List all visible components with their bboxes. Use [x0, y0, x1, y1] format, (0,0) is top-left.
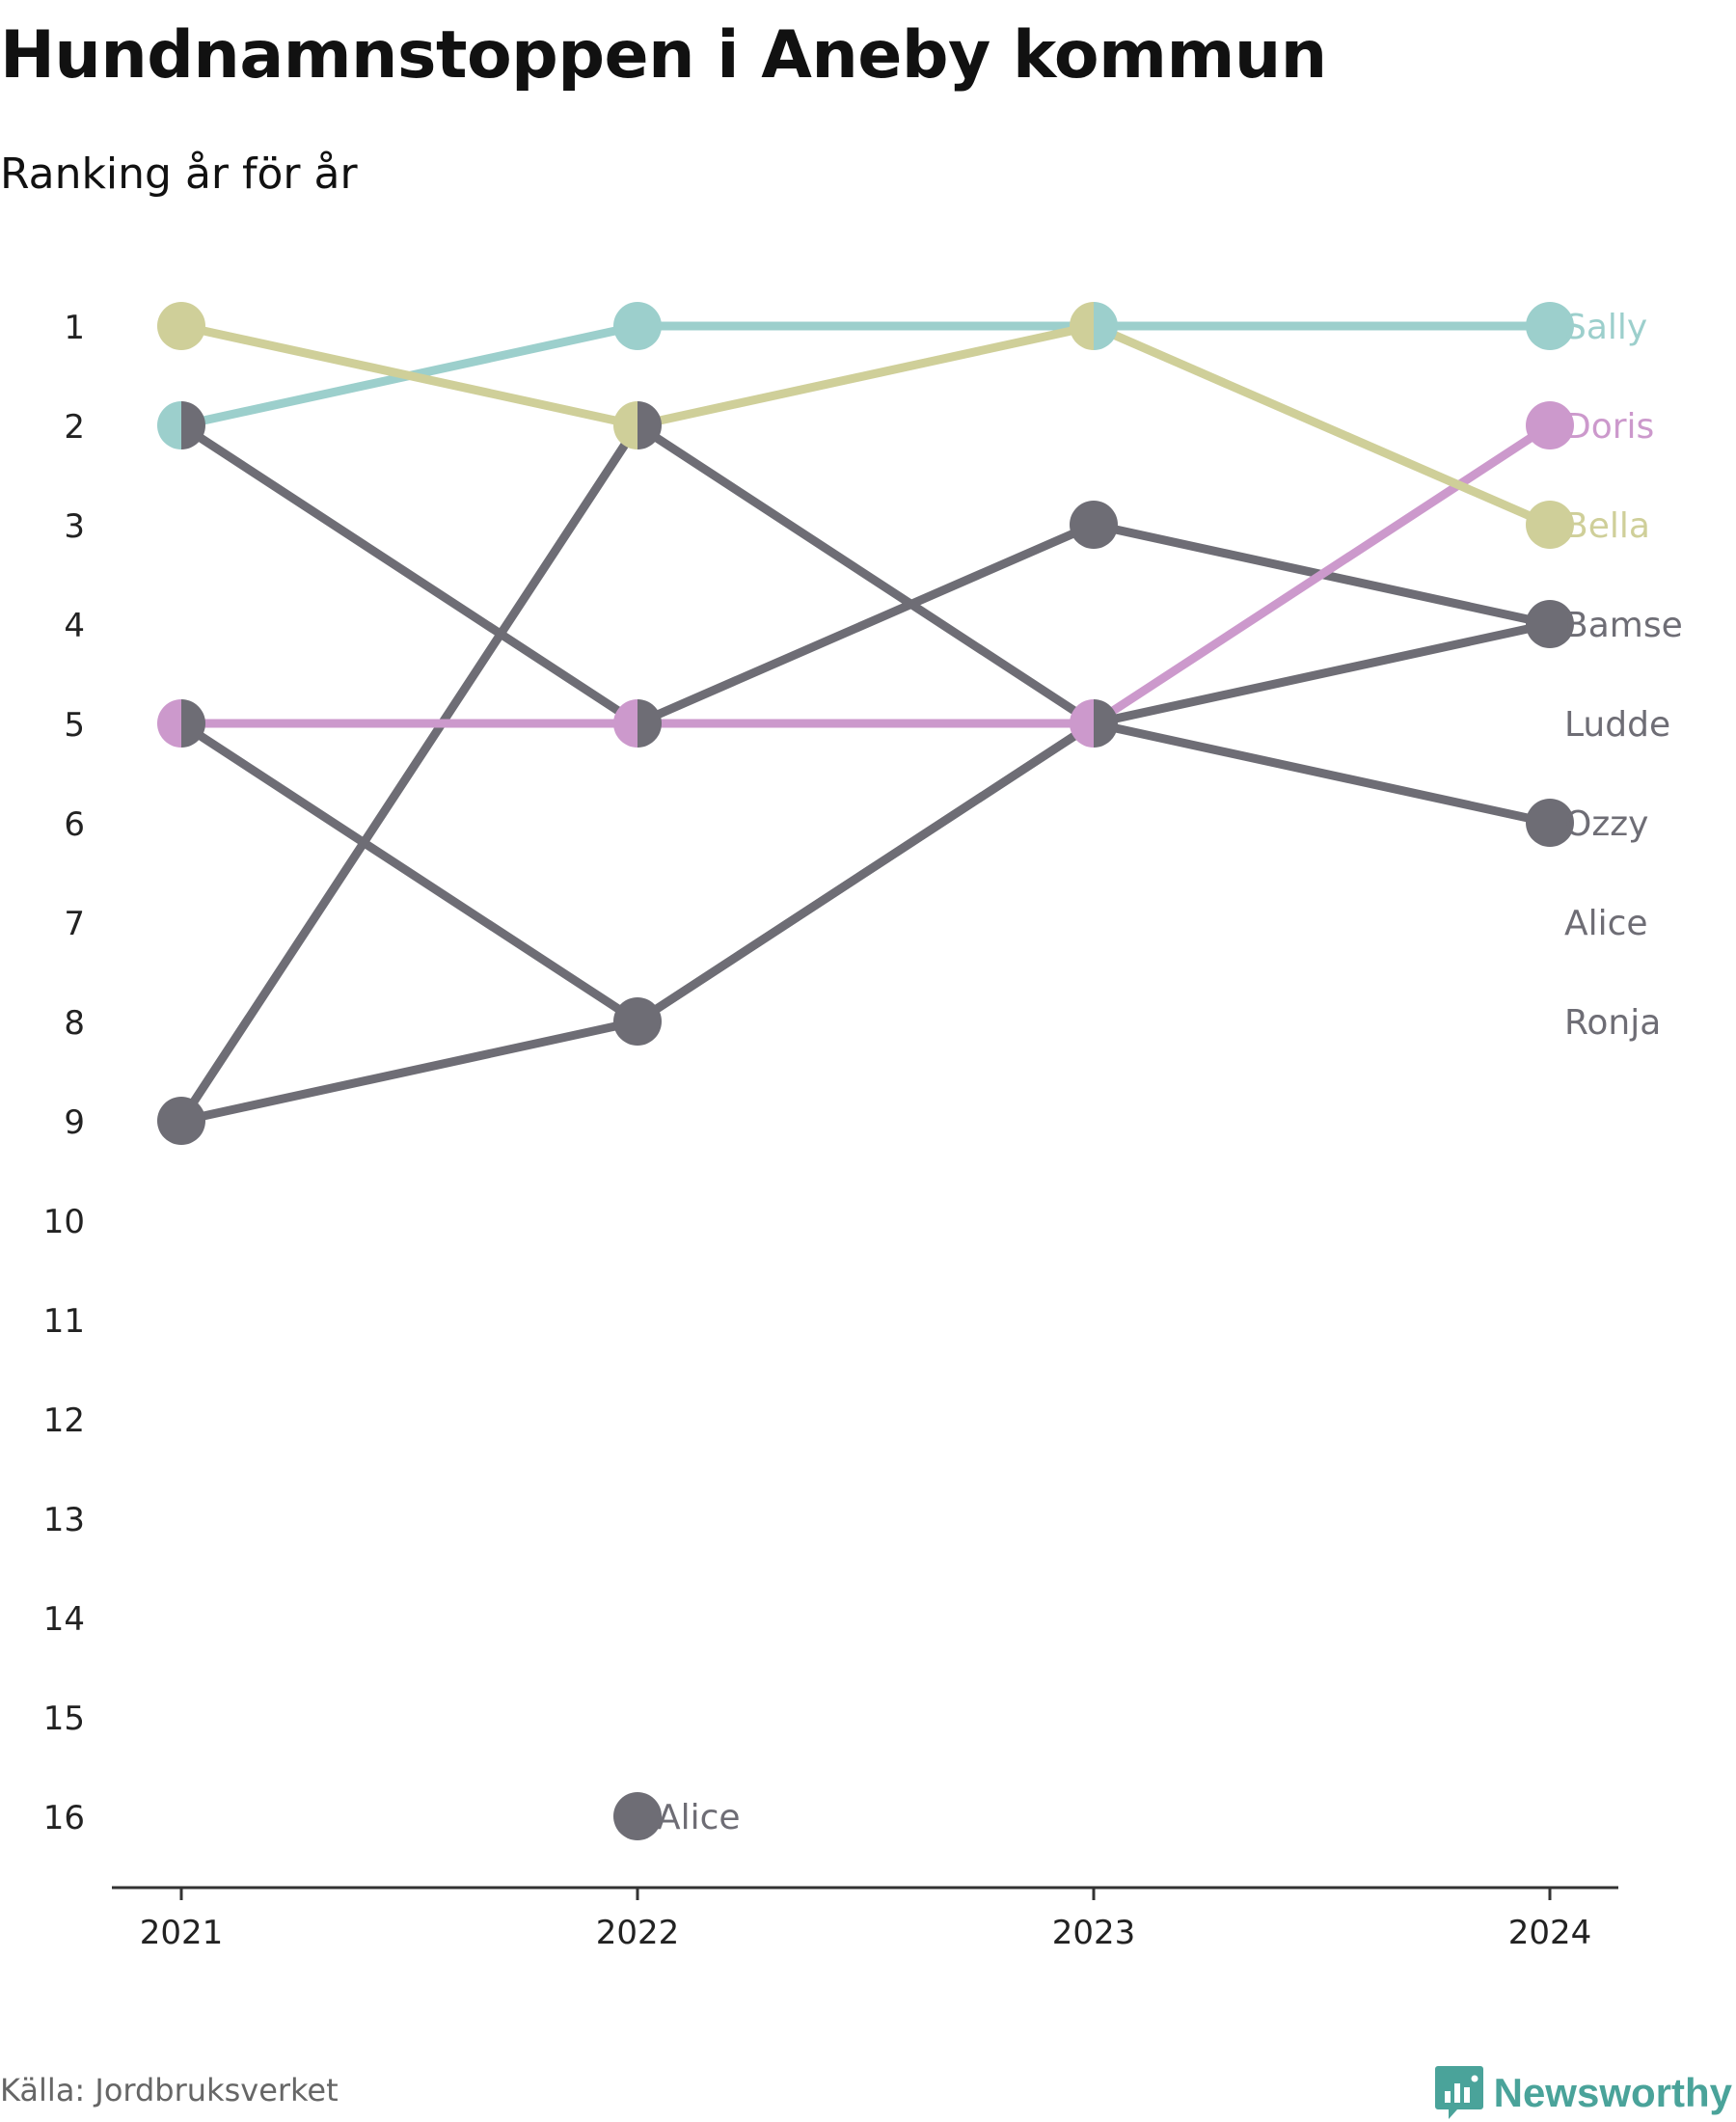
- series-line-ozzy: [176, 719, 1555, 1026]
- point-bella: [157, 302, 205, 350]
- y-tick-label: 1: [64, 309, 85, 347]
- end-label-bella: Bella: [1564, 506, 1650, 546]
- y-tick-label: 15: [43, 1700, 85, 1738]
- y-tick-label: 11: [43, 1302, 85, 1341]
- x-tick-label: 2023: [1052, 1914, 1136, 1952]
- point-ozzy: [181, 699, 205, 748]
- point-bamse: [1526, 600, 1550, 648]
- bar-chart-speech-bubble-icon: [1434, 2066, 1483, 2119]
- end-label-ozzy: Ozzy: [1564, 804, 1648, 844]
- point-sally: [613, 302, 662, 350]
- y-tick-label: 14: [43, 1600, 85, 1639]
- y-tick-label: 8: [64, 1004, 85, 1043]
- point-ludde: [637, 699, 662, 748]
- point-doris: [1526, 401, 1574, 449]
- y-tick-label: 7: [64, 905, 85, 943]
- end-label-ronja: Ronja: [1564, 1003, 1661, 1043]
- point-sally: [157, 401, 181, 449]
- point-label-alice: Alice: [657, 1798, 741, 1837]
- series-line-doris: [176, 421, 1555, 728]
- point-bamse: [613, 997, 637, 1046]
- point-ronja: [637, 401, 662, 449]
- end-label-bamse: Bamse: [1564, 606, 1683, 645]
- brand-logo: Newsworthy: [1434, 2064, 1732, 2122]
- series-lines: [176, 321, 1555, 1126]
- brand-name: Newsworthy: [1493, 2070, 1732, 2115]
- y-tick-label: 2: [64, 408, 85, 447]
- point-bamse: [181, 1097, 205, 1145]
- y-tick-label: 9: [64, 1103, 85, 1142]
- point-sally: [1526, 302, 1574, 350]
- point-bamse: [1550, 600, 1574, 648]
- series-line-bella: [176, 321, 1555, 530]
- y-tick-label: 16: [43, 1799, 85, 1837]
- y-tick-label: 4: [64, 607, 85, 645]
- end-label-ludde: Ludde: [1564, 705, 1670, 745]
- x-tick-label: 2024: [1508, 1914, 1592, 1952]
- y-tick-label: 6: [64, 805, 85, 844]
- point-bamse: [157, 1097, 181, 1145]
- y-tick-label: 5: [64, 706, 85, 745]
- point-bella: [1526, 501, 1574, 549]
- point-ozzy: [1526, 799, 1574, 847]
- point-bamse: [637, 997, 662, 1046]
- point-bamse: [1094, 699, 1118, 748]
- x-tick-label: 2021: [140, 1914, 224, 1952]
- point-ludde: [181, 401, 205, 449]
- y-tick-label: 10: [43, 1203, 85, 1241]
- end-label-doris: Doris: [1564, 407, 1654, 447]
- y-tick-label: 13: [43, 1501, 85, 1539]
- point-doris: [157, 699, 181, 748]
- point-doris: [613, 699, 637, 748]
- source-note: Källa: Jordbruksverket: [0, 2072, 339, 2108]
- point-bella: [613, 401, 637, 449]
- chart-title: Hundnamnstoppen i Aneby kommun: [0, 17, 1327, 94]
- point-doris: [1070, 699, 1094, 748]
- series-points: [157, 302, 1574, 1840]
- end-label-alice: Alice: [1564, 904, 1648, 943]
- chart-subtitle: Ranking år för år: [0, 150, 358, 199]
- y-tick-label: 12: [43, 1401, 85, 1440]
- x-tick-label: 2022: [596, 1914, 680, 1952]
- series-labels: Sally Doris Bella Bamse Ludde Ozzy Alice Ronja A…: [657, 308, 1683, 1837]
- point-ludde: [1070, 501, 1118, 549]
- point-alice: [613, 1792, 662, 1840]
- point-bella: [1070, 302, 1094, 350]
- x-axis: 2021 2022 2023 2024: [112, 1886, 1618, 1952]
- y-tick-label: 3: [64, 507, 85, 546]
- end-label-sally: Sally: [1564, 308, 1647, 347]
- point-sally: [1094, 302, 1118, 350]
